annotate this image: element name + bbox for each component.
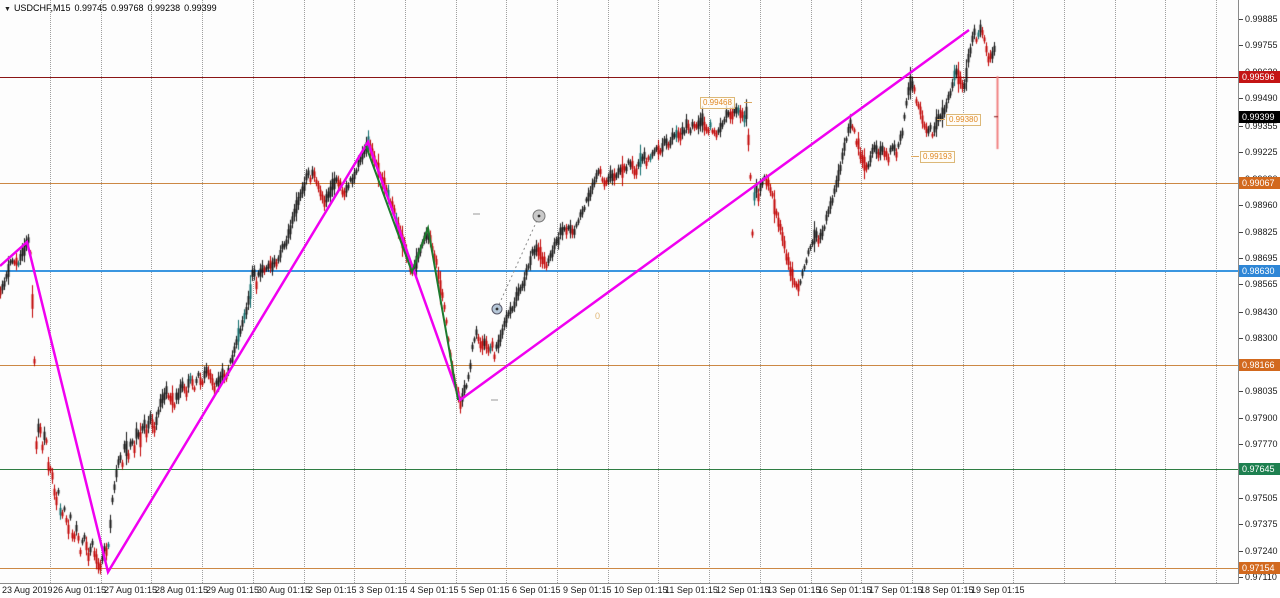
price-tick-label: 0.98300 — [1245, 333, 1278, 343]
chart-overlay-objects — [0, 28, 970, 576]
price-tick-mark — [1239, 258, 1243, 259]
level-price-tag: 0.97645 — [1239, 463, 1280, 475]
price-tick-label: 0.99225 — [1245, 147, 1278, 157]
price-tick-label: 0.97505 — [1245, 493, 1278, 503]
time-tick-label: 30 Aug 01:15 — [257, 585, 311, 595]
time-tick-label: 27 Aug 01:15 — [104, 585, 158, 595]
time-tick-label: 3 Sep 01:15 — [359, 585, 408, 595]
price-tick-mark — [1239, 19, 1243, 20]
price-annotation-label[interactable]: 0.99380 — [946, 114, 981, 126]
price-tick-label: 0.97375 — [1245, 519, 1278, 529]
price-tick-label: 0.98035 — [1245, 386, 1278, 396]
price-tick-label: 0.98565 — [1245, 279, 1278, 289]
price-tick-mark — [1239, 205, 1243, 206]
time-tick-label: 9 Sep 01:15 — [563, 585, 612, 595]
price-axis[interactable]: 0.99596 0.99067 0.98630 0.98166 0.97645 0.971… — [1239, 0, 1280, 583]
annotation-dash — [937, 119, 945, 120]
candlestick-series — [0, 0, 1238, 583]
price-tick-mark — [1239, 152, 1243, 153]
level-price-tag: 0.97154 — [1239, 562, 1280, 574]
current-price-tag: 0.99399 — [1239, 111, 1280, 123]
price-tick-mark — [1239, 444, 1243, 445]
time-tick-label: 23 Aug 2019 — [2, 585, 53, 595]
price-tick-mark — [1239, 498, 1243, 499]
price-tick-mark — [1239, 232, 1243, 233]
time-axis[interactable]: 23 Aug 2019 26 Aug 01:15 27 Aug 01:15 28 Au… — [0, 584, 1280, 598]
price-tick-label: 0.98430 — [1245, 307, 1278, 317]
green-zigzag-trendline[interactable] — [365, 145, 459, 401]
chart-plot-area[interactable]: ▼ USDCHF,M15 0.99745 0.99768 0.99238 0.99399 … — [0, 0, 1239, 584]
price-tick-label: 0.97110 — [1245, 572, 1277, 582]
anchor-point-center-dot — [537, 214, 541, 218]
time-tick-label: 6 Sep 01:15 — [512, 585, 561, 595]
time-tick-label: 11 Sep 01:15 — [665, 585, 718, 595]
price-tick-mark — [1239, 312, 1243, 313]
bar-low: 0.99238 — [147, 3, 181, 13]
time-tick-label: 12 Sep 01:15 — [716, 585, 770, 595]
time-tick-label: 2 Sep 01:15 — [308, 585, 357, 595]
time-tick-label: 5 Sep 01:15 — [461, 585, 510, 595]
time-tick-label: 16 Sep 01:15 — [818, 585, 872, 595]
time-tick-label: 29 Aug 01:15 — [206, 585, 260, 595]
price-tick-label: 0.98695 — [1245, 253, 1278, 263]
anchor-point-center-dot — [495, 307, 499, 311]
level-price-tag: 0.98630 — [1239, 265, 1280, 277]
time-tick-label: 19 Sep 01:15 — [971, 585, 1025, 595]
symbol-dropdown-icon[interactable]: ▼ — [4, 6, 11, 13]
price-tick-mark — [1239, 338, 1243, 339]
symbol-info: ▼ USDCHF,M15 0.99745 0.99768 0.99238 0.99399 — [4, 3, 217, 13]
bar-open: 0.99745 — [74, 3, 107, 13]
price-tick-label: 0.99885 — [1245, 14, 1278, 24]
price-tick-mark — [1239, 577, 1243, 578]
bar-high: 0.99768 — [111, 3, 144, 13]
price-tick-mark — [1239, 98, 1243, 99]
price-tick-mark — [1239, 551, 1243, 552]
time-tick-label: 26 Aug 01:15 — [53, 585, 107, 595]
dotted-connector-line[interactable] — [496, 215, 540, 310]
price-tick-label: 0.99755 — [1245, 40, 1278, 50]
level-price-tag: 0.99067 — [1239, 177, 1280, 189]
price-tick-mark — [1239, 391, 1243, 392]
price-tick-mark — [1239, 45, 1243, 46]
level-price-tag: 0.98166 — [1239, 359, 1280, 371]
price-tick-label: 0.97770 — [1245, 439, 1278, 449]
time-tick-label: 18 Sep 01:15 — [920, 585, 974, 595]
price-annotation-label[interactable]: 0.99193 — [920, 151, 955, 163]
price-tick-label: 0.97900 — [1245, 413, 1278, 423]
price-annotation-label[interactable]: 0.99468 — [700, 97, 735, 109]
time-tick-label: 28 Aug 01:15 — [155, 585, 209, 595]
bar-close: 0.99399 — [184, 3, 217, 13]
time-tick-label: 10 Sep 01:15 — [614, 585, 668, 595]
price-tick-label: 0.98825 — [1245, 227, 1278, 237]
annotation-dash — [744, 102, 752, 103]
level-price-tag: 0.99596 — [1239, 71, 1280, 83]
annotation-dash — [911, 156, 919, 157]
price-tick-mark — [1239, 524, 1243, 525]
price-tick-mark — [1239, 418, 1243, 419]
magenta-zigzag-trendline[interactable] — [0, 28, 970, 576]
price-tick-mark — [1239, 284, 1243, 285]
time-tick-label: 4 Sep 01:15 — [410, 585, 459, 595]
price-tick-label: 0.97240 — [1245, 546, 1278, 556]
price-tick-mark — [1239, 126, 1243, 127]
symbol-name: USDCHF,M15 — [13, 3, 71, 13]
price-annotation-label[interactable]: 0 — [595, 311, 601, 321]
price-tick-label: 0.99490 — [1245, 93, 1278, 103]
time-tick-label: 13 Sep 01:15 — [767, 585, 821, 595]
price-tick-label: 0.98960 — [1245, 200, 1278, 210]
time-tick-label: 17 Sep 01:15 — [869, 585, 923, 595]
price-tick-label: 0.99355 — [1245, 121, 1278, 131]
